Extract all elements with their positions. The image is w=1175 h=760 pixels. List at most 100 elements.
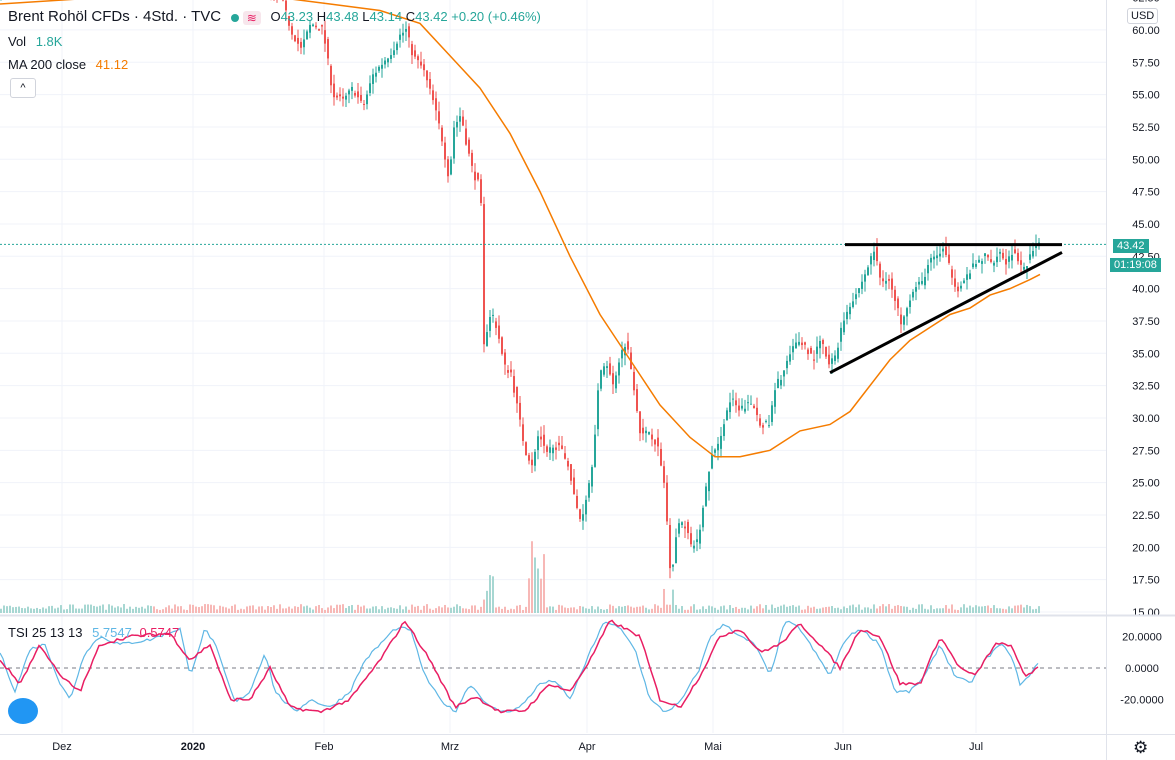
candle-body (582, 514, 584, 521)
tsi-signal-value: 0.5747 (139, 625, 180, 640)
candle-body (840, 327, 842, 342)
volume-bar (423, 605, 425, 613)
compare-icon[interactable]: ≋ (242, 10, 261, 25)
volume-bar (723, 605, 725, 613)
volume-bar (657, 605, 659, 613)
candle-body (702, 507, 704, 528)
candle-body (474, 171, 476, 181)
ma-legend: MA 200 close 41.12 (8, 57, 128, 72)
volume-bar (51, 605, 53, 613)
volume-bar (60, 605, 62, 613)
volume-bar (54, 608, 56, 613)
volume-bar (663, 588, 665, 613)
candle-body (498, 325, 500, 339)
volume-bar (306, 605, 308, 613)
volume-bar (204, 604, 206, 613)
volume-bar (90, 604, 92, 613)
volume-bar (561, 605, 563, 613)
visibility-icon[interactable] (230, 13, 239, 22)
volume-bar (465, 608, 467, 613)
candle-body (486, 332, 488, 346)
volume-bar (867, 607, 869, 613)
candle-body (285, 0, 287, 11)
candle-body (780, 379, 782, 386)
currency-button[interactable]: USD (1127, 8, 1159, 24)
candle-body (537, 436, 539, 451)
candle-body (528, 455, 530, 461)
candle-body (315, 25, 317, 28)
candle-body (849, 306, 851, 315)
volume-bar (651, 608, 653, 613)
symbol-title[interactable]: Brent Rohöl CFDs · 4Std. · TVC (8, 8, 222, 25)
candle-body (891, 278, 893, 290)
high-label: H (316, 9, 327, 24)
y-tick-label: 32.50 (1132, 381, 1160, 393)
y-tick-label: 15.00 (1132, 607, 1160, 619)
volume-bar (852, 604, 854, 613)
candle-body (606, 366, 608, 368)
collapse-legend-button[interactable]: ^ (10, 78, 36, 98)
y-tick-label: 50.00 (1132, 154, 1160, 166)
candle-body (561, 445, 563, 449)
volume-bar (582, 606, 584, 613)
candle-body (420, 61, 422, 66)
candle-body (615, 375, 617, 389)
candle-body (345, 95, 347, 100)
volume-bar (165, 607, 167, 613)
candle-body (597, 390, 599, 430)
volume-bar (111, 605, 113, 613)
volume-bar (1017, 605, 1019, 613)
candle-body (999, 251, 1001, 254)
volume-bar (12, 607, 14, 613)
volume-bar (216, 609, 218, 613)
volume-bar (501, 608, 503, 613)
volume-bar (72, 604, 74, 613)
volume-bar (591, 606, 593, 613)
candle-body (372, 74, 374, 85)
tradingview-logo[interactable] (8, 698, 38, 724)
volume-bar (981, 606, 983, 613)
volume-bar (834, 608, 836, 613)
volume-bar (693, 604, 695, 613)
candle-body (444, 142, 446, 160)
candle-body (696, 539, 698, 543)
volume-bar (369, 608, 371, 613)
candle-body (801, 342, 803, 346)
candle-body (759, 418, 761, 426)
volume-bar (999, 608, 1001, 613)
volume-bar (117, 606, 119, 613)
volume-bar (363, 605, 365, 613)
candle-body (357, 91, 359, 98)
volume-bar (189, 604, 191, 613)
volume-bar (801, 609, 803, 613)
volume-bar (87, 604, 89, 613)
volume-bar (831, 606, 833, 613)
volume-bar (150, 605, 152, 613)
candle-body (438, 111, 440, 124)
volume-bar (33, 608, 35, 613)
volume-bar (99, 605, 101, 613)
trendlines[interactable] (829, 243, 1063, 375)
volume-bar (348, 606, 350, 613)
gear-icon[interactable]: ⚙ (1133, 738, 1149, 757)
volume-bar (642, 605, 644, 613)
volume-bar (192, 604, 194, 613)
candle-body (705, 486, 707, 506)
volume-bar (282, 608, 284, 613)
volume-bar (588, 608, 590, 613)
candle-body (411, 44, 413, 56)
candle-body (768, 425, 770, 427)
volume-bar (450, 607, 452, 613)
candle-body (675, 537, 677, 564)
candle-body (513, 376, 515, 393)
volume-bar (474, 605, 476, 613)
grid (0, 0, 1106, 733)
volume-bar (174, 604, 176, 613)
candle-body (600, 370, 602, 389)
volume-bar (219, 605, 221, 613)
candle-body (858, 288, 860, 293)
volume-bar (843, 606, 845, 613)
volume-bar (1002, 608, 1004, 613)
